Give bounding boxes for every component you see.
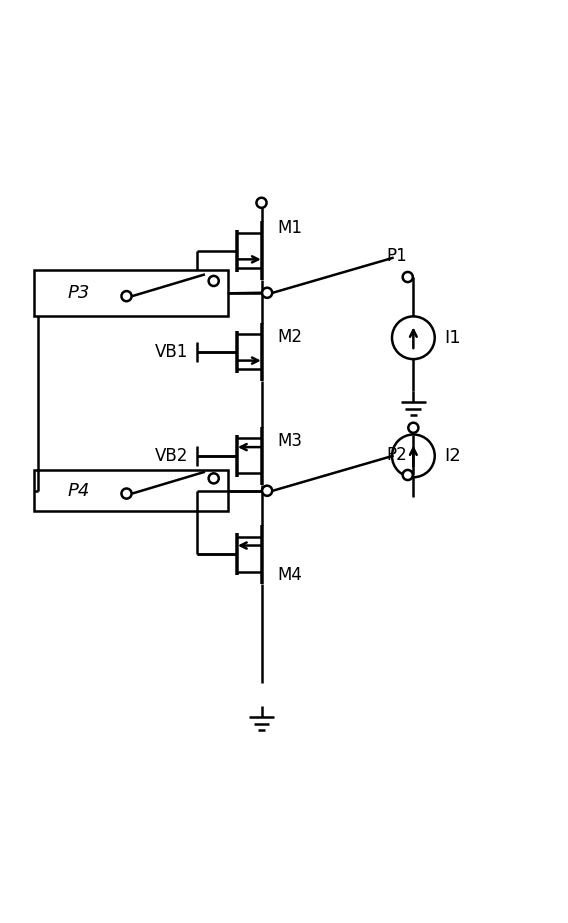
Text: P3: P3: [68, 284, 90, 303]
Text: M3: M3: [277, 432, 302, 450]
Circle shape: [262, 485, 272, 496]
Text: P1: P1: [386, 246, 407, 265]
Bar: [34, 471, 228, 511]
Bar: [34, 270, 228, 317]
Circle shape: [403, 470, 413, 480]
Text: I1: I1: [444, 329, 461, 347]
Circle shape: [403, 272, 413, 282]
Text: M2: M2: [277, 329, 302, 346]
Circle shape: [256, 198, 266, 208]
Circle shape: [262, 288, 272, 298]
Text: P4: P4: [68, 482, 90, 499]
Circle shape: [208, 473, 219, 484]
Circle shape: [122, 291, 132, 301]
Text: M1: M1: [277, 219, 302, 236]
Text: M4: M4: [277, 566, 302, 583]
Circle shape: [122, 488, 132, 498]
Circle shape: [208, 276, 219, 286]
Text: P2: P2: [386, 446, 407, 463]
Circle shape: [408, 423, 419, 433]
Text: VB1: VB1: [155, 342, 189, 361]
Text: I2: I2: [444, 447, 461, 465]
Text: VB2: VB2: [155, 447, 189, 465]
